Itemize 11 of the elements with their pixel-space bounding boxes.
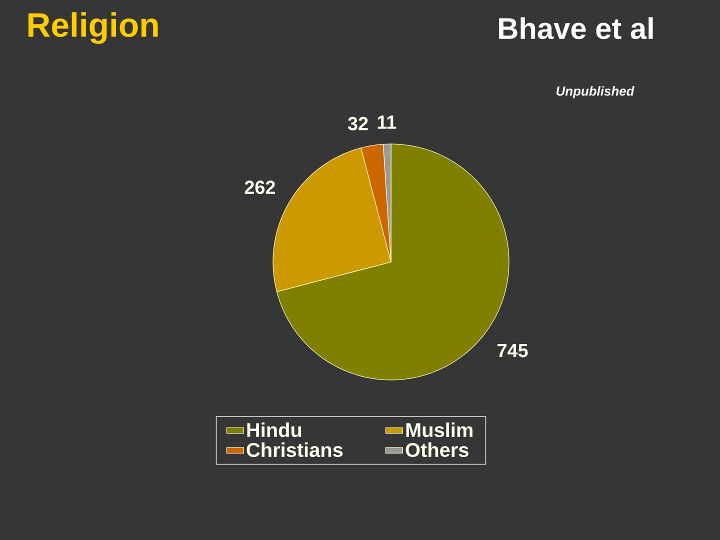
data-label: 262 [244, 180, 275, 194]
text: Unpublished [556, 86, 634, 98]
legend-label: Christians [246, 442, 343, 458]
data-label: 32 [348, 116, 368, 130]
chart-subtitle: Bhave et al [499, 17, 653, 40]
legend-label: Muslim [406, 422, 472, 438]
data-label: 11 [378, 116, 396, 129]
legend-label: Hindu [247, 422, 302, 438]
chart-title: Religion [28, 12, 158, 44]
data-label: 745 [498, 344, 528, 358]
legend-label: Others [406, 442, 468, 458]
